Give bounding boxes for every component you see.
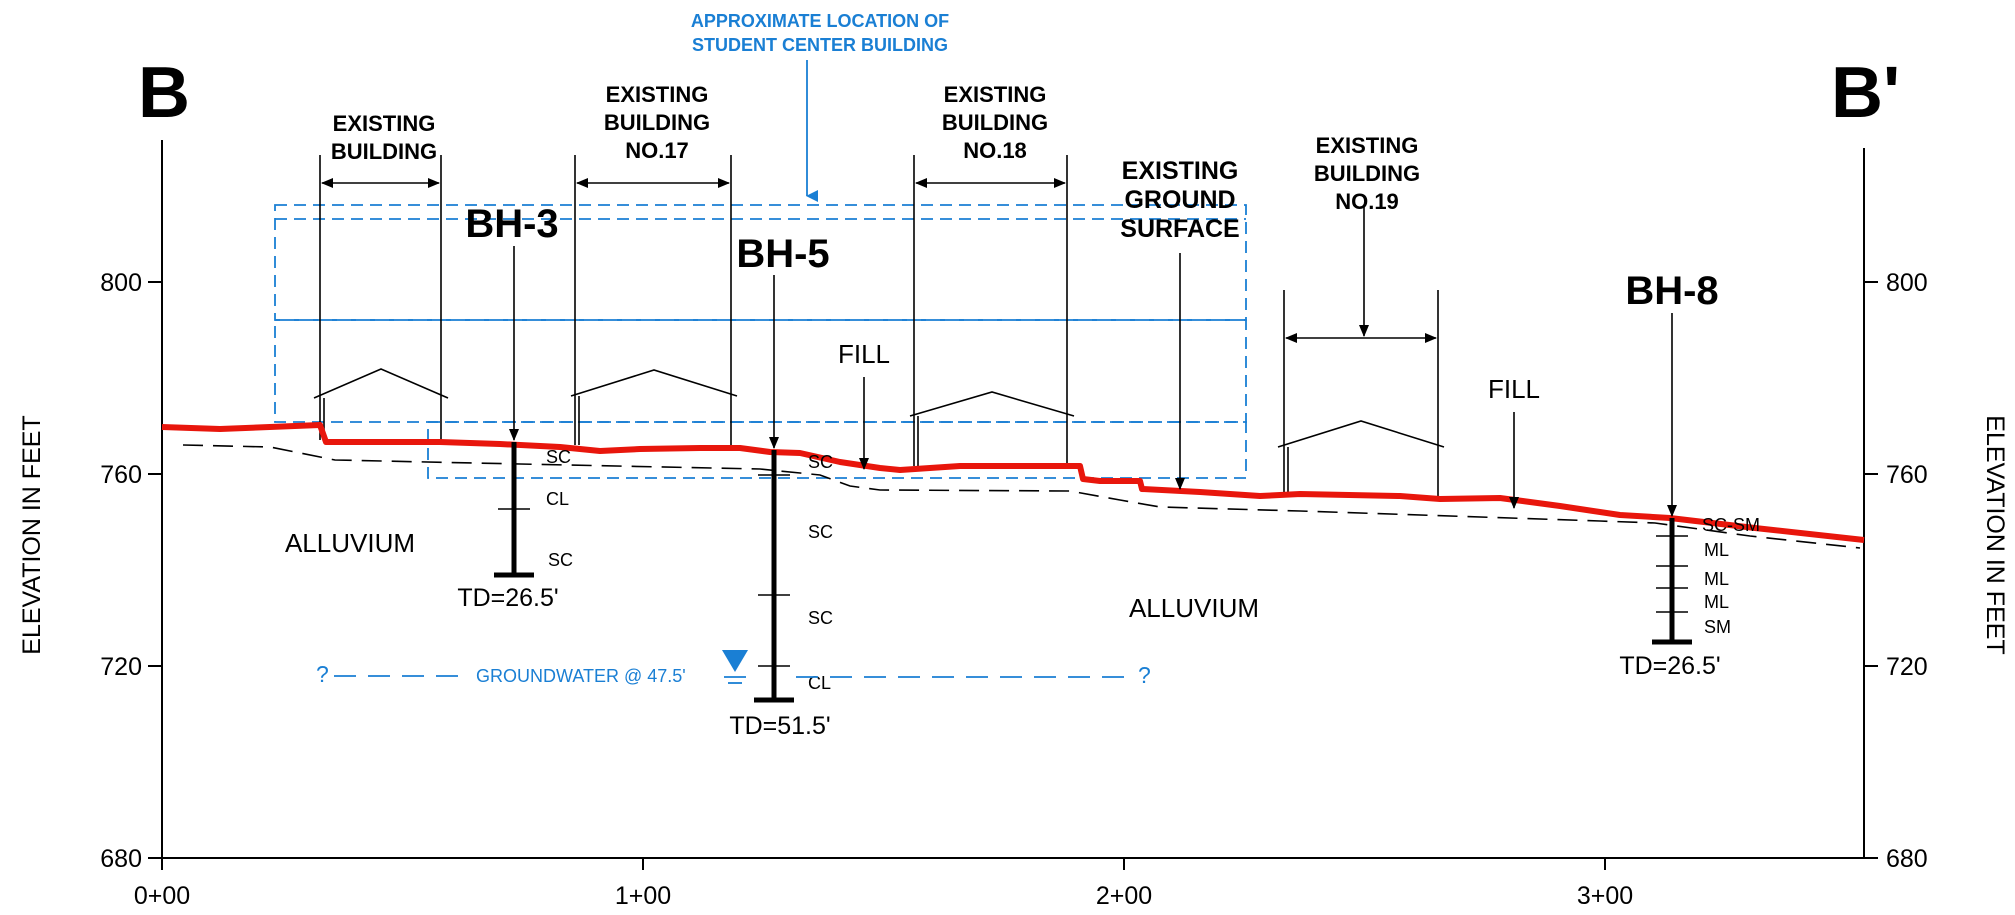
bh5-soil-label-4: CL bbox=[808, 673, 831, 693]
y-tick-label-right-680: 680 bbox=[1886, 845, 1928, 873]
bh8-soil-label-1: SC-SM bbox=[1702, 515, 1760, 535]
groundwater-unknown-right: ? bbox=[1138, 662, 1151, 688]
bh5-soil-label-3: SC bbox=[808, 608, 833, 628]
ground-surface-label-line1: EXISTING bbox=[1122, 157, 1239, 185]
borehole-bh3-label: BH-3 bbox=[465, 202, 558, 246]
bh3-soil-label-1: SC bbox=[546, 447, 571, 467]
borehole-bh8-label: BH-8 bbox=[1625, 269, 1718, 313]
ground-surface-label-line2: GROUND bbox=[1124, 186, 1235, 214]
y-tick-label-right-800: 800 bbox=[1886, 269, 1928, 297]
existing-ground-surface-line bbox=[161, 422, 1865, 543]
groundwater-level-symbol bbox=[722, 650, 748, 684]
borehole-bh8 bbox=[1652, 313, 1692, 645]
fill-label-2: FILL bbox=[1488, 374, 1540, 404]
bh8-soil-label-3: ML bbox=[1704, 569, 1729, 589]
y-tick-label-800: 800 bbox=[100, 269, 142, 297]
y-axis-title-left: ELEVATION IN FEET bbox=[18, 415, 46, 654]
section-end-letter: B' bbox=[1831, 53, 1900, 133]
building-18-label-line3: NO.18 bbox=[963, 138, 1027, 163]
bh8-soil-label-2: ML bbox=[1704, 540, 1729, 560]
building-18 bbox=[909, 155, 1075, 466]
y-tick-label-right-720: 720 bbox=[1886, 653, 1928, 681]
y-tick-label-right-760: 760 bbox=[1886, 461, 1928, 489]
bh8-soil-label-5: SM bbox=[1704, 617, 1731, 637]
bh5-soil-label-2: SC bbox=[808, 522, 833, 542]
alluvium-label-2: ALLUVIUM bbox=[1129, 593, 1259, 623]
fill-alluvium-contact-line bbox=[182, 444, 1861, 549]
bh3-soil-label-2: CL bbox=[546, 489, 569, 509]
building-19-label-line2: BUILDING bbox=[1314, 161, 1420, 186]
bh3-total-depth-label: TD=26.5' bbox=[457, 584, 558, 612]
bh8-soil-label-4: ML bbox=[1704, 592, 1729, 612]
x-tick-label-0: 0+00 bbox=[134, 882, 190, 910]
student-center-outline bbox=[274, 204, 1247, 479]
building-17-label-line2: BUILDING bbox=[604, 110, 710, 135]
building-17 bbox=[570, 155, 738, 445]
fill-label-1: FILL bbox=[838, 339, 890, 369]
x-tick-label-100: 1+00 bbox=[615, 882, 671, 910]
station-axis bbox=[161, 857, 1864, 870]
building-18-label-line1: EXISTING bbox=[944, 82, 1047, 107]
groundwater-label: GROUNDWATER @ 47.5' bbox=[476, 666, 686, 686]
building-19-label-line1: EXISTING bbox=[1316, 133, 1419, 158]
borehole-bh5-label: BH-5 bbox=[736, 232, 829, 276]
y-tick-label-680: 680 bbox=[100, 845, 142, 873]
bh3-soil-label-3: SC bbox=[548, 550, 573, 570]
groundwater-unknown-left: ? bbox=[316, 661, 329, 687]
building-1-label-line2: BUILDING bbox=[331, 139, 437, 164]
x-tick-label-200: 2+00 bbox=[1096, 882, 1152, 910]
ground-surface-label-line3: SURFACE bbox=[1120, 215, 1239, 243]
building-18-label-line2: BUILDING bbox=[942, 110, 1048, 135]
building-19-label-line3: NO.19 bbox=[1335, 189, 1399, 214]
left-elevation-axis bbox=[148, 140, 163, 859]
right-elevation-axis bbox=[1863, 148, 1878, 859]
alluvium-label-1: ALLUVIUM bbox=[285, 528, 415, 558]
section-start-letter: B bbox=[138, 53, 190, 133]
borehole-bh5 bbox=[754, 275, 794, 703]
y-axis-title-right: ELEVATION IN FEET bbox=[1981, 415, 2009, 654]
x-tick-label-300: 3+00 bbox=[1577, 882, 1633, 910]
bh5-soil-label-1: SC bbox=[808, 452, 833, 472]
y-tick-label-760: 760 bbox=[100, 461, 142, 489]
borehole-bh3 bbox=[494, 246, 534, 578]
building-19 bbox=[1277, 205, 1445, 496]
y-tick-label-720: 720 bbox=[100, 653, 142, 681]
building-17-label-line3: NO.17 bbox=[625, 138, 689, 163]
student-center-label-line1: APPROXIMATE LOCATION OF bbox=[691, 11, 949, 31]
student-center-label-line2: STUDENT CENTER BUILDING bbox=[692, 35, 948, 55]
building-1 bbox=[313, 155, 449, 440]
building-17-label-line1: EXISTING bbox=[606, 82, 709, 107]
bh5-total-depth-label: TD=51.5' bbox=[729, 712, 830, 740]
building-1-label-line1: EXISTING bbox=[333, 111, 436, 136]
bh8-total-depth-label: TD=26.5' bbox=[1619, 652, 1720, 680]
